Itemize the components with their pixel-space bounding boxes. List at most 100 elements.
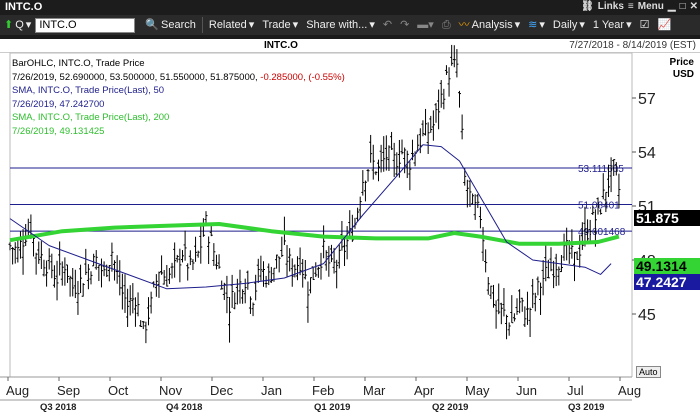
related-menu[interactable]: Related ▾	[205, 16, 258, 34]
redo-button[interactable]: ↷	[396, 16, 413, 34]
minimize-icon[interactable]: ▁	[667, 1, 676, 12]
legend-sma200-title: SMA, INTC.O, Trade Price(Last), 200	[12, 112, 170, 123]
price-axis-title-line2: USD	[672, 69, 694, 80]
chevron-down-icon: ▾	[369, 19, 375, 31]
legend-sma50-value: 7/26/2019, 47.242700	[12, 98, 105, 110]
menu-icon[interactable]: ≡	[627, 1, 634, 12]
search-label: Search	[161, 19, 196, 31]
legend-sma50-title: SMA, INTC.O, Trade Price(Last), 50	[12, 85, 165, 96]
chevron-down-icon: ▾	[248, 19, 255, 31]
chart-date-range: 7/27/2018 - 8/14/2019 (EST)	[569, 40, 696, 51]
month-tick-label: May	[465, 383, 490, 398]
legend-sma200-value: 7/26/2019, 49.131425	[12, 125, 105, 137]
line-chart-icon: 📈	[657, 19, 672, 31]
undo-button[interactable]: ↶	[379, 16, 396, 34]
symbol-type-select[interactable]: ⬆ Q ▾	[0, 16, 35, 34]
price-tick-label: 45	[638, 307, 656, 324]
maximize-icon[interactable]: □	[679, 1, 686, 12]
month-tick-label: Mar	[363, 383, 386, 398]
interval-menu[interactable]: Daily ▾	[549, 16, 589, 34]
chart-legend: BarOHLC, INTC.O, Trade Price 7/26/2019, …	[12, 57, 345, 138]
month-tick-label: Apr	[414, 383, 435, 398]
chevron-down-icon: ▾	[514, 19, 521, 31]
window-titlebar: INTC.O ⛓ Links ≡ Menu ▁ □ ✕	[0, 0, 700, 15]
month-tick-label: Jan	[261, 383, 282, 398]
month-tick-label: Aug	[6, 383, 29, 398]
undo-icon: ↶	[382, 19, 393, 31]
analysis-menu[interactable]: 〰 Analysis ▾	[455, 16, 525, 34]
month-tick-label: Jun	[516, 383, 537, 398]
links-label[interactable]: Links	[597, 1, 624, 12]
auto-scale-button[interactable]: Auto	[636, 366, 661, 378]
analysis-icon: 〰	[458, 19, 470, 31]
chart-type-menu[interactable]: ≋ ▾	[524, 16, 549, 34]
symbol-type-value: Q	[15, 19, 24, 31]
toolbar-underline	[0, 35, 700, 39]
symbol-input[interactable]: INTC.O	[35, 17, 136, 33]
chevron-down-icon: ▾	[626, 19, 632, 31]
sma50-tag: 47.2427	[634, 274, 700, 290]
toolbar-divider	[201, 17, 203, 33]
price-tick-label: 57	[638, 91, 656, 108]
check-button[interactable]: ☑	[636, 16, 654, 34]
search-button[interactable]: 🔍 Search	[141, 16, 200, 34]
wave-icon: ≋	[528, 19, 538, 31]
chart-symbol: INTC.O	[264, 40, 298, 51]
folder-icon: ▬▾	[417, 19, 434, 31]
quarter-label: Q2 2019	[432, 402, 468, 413]
price-axis-tags: 51.875 49.1314 47.2427	[634, 53, 700, 413]
chevron-down-icon: ▾	[292, 19, 299, 31]
share-label: Share with...	[306, 19, 368, 31]
quarter-label: Q3 2018	[40, 402, 76, 413]
price-axis-title: Price USD	[670, 57, 694, 81]
menu-label[interactable]: Menu	[637, 1, 664, 12]
chart-settings-button[interactable]: 📈	[653, 16, 675, 34]
horizontal-level-label: 53.111605	[578, 164, 624, 175]
legend-ohlc-prices: 7/26/2019, 52.690000, 53.500000, 51.5500…	[12, 71, 258, 83]
legend-ohlc-change: -0.285000, (-0.55%)	[260, 71, 345, 83]
interval-label: Daily	[552, 19, 578, 31]
print-icon: ⎙	[441, 19, 451, 31]
month-tick-label: Aug	[618, 383, 641, 398]
up-arrow-icon: ⬆	[4, 19, 14, 31]
related-label: Related	[208, 19, 247, 31]
trade-menu[interactable]: Trade ▾	[258, 16, 302, 34]
month-tick-label: Nov	[159, 383, 183, 398]
redo-icon: ↷	[400, 19, 410, 31]
sma200-tag: 49.1314	[634, 258, 700, 274]
links-icon[interactable]: ⛓	[581, 1, 594, 12]
window-title: INTC.O	[5, 1, 43, 13]
legend-ohlc-title: BarOHLC, INTC.O, Trade Price	[12, 58, 145, 69]
chevron-down-icon: ▾	[25, 19, 32, 31]
month-tick-label: Jul	[567, 383, 584, 398]
sma50-line	[9, 144, 612, 290]
chart-panel[interactable]: INTC.O 7/27/2018 - 8/14/2019 (EST) 45485…	[0, 39, 700, 413]
checkbox-icon: ☑	[639, 19, 650, 31]
chevron-down-icon: ▾	[539, 19, 545, 31]
window-controls: ⛓ Links ≡ Menu ▁ □ ✕	[581, 1, 698, 12]
quarter-label: Q4 2018	[166, 402, 202, 413]
quarter-label: Q1 2019	[314, 402, 350, 413]
trade-label: Trade	[262, 19, 291, 31]
print-button[interactable]: ⎙	[438, 16, 455, 34]
share-menu[interactable]: Share with... ▾	[302, 16, 379, 34]
price-tick-label: 54	[638, 145, 656, 162]
chevron-down-icon: ▾	[579, 19, 585, 31]
search-icon: 🔍	[145, 19, 160, 31]
period-menu[interactable]: 1 Year ▾	[589, 16, 636, 34]
sma200-line	[9, 222, 620, 246]
folder-button[interactable]: ▬▾	[413, 16, 438, 34]
analysis-label: Analysis	[471, 19, 513, 31]
time-axis-bg	[0, 377, 700, 413]
last-price-tag: 51.875	[634, 210, 700, 226]
period-label: 1 Year	[592, 19, 625, 31]
horizontal-level-label: 49.601468	[578, 227, 626, 238]
close-icon[interactable]: ✕	[689, 1, 698, 12]
quarter-label: Q3 2019	[568, 402, 604, 413]
legend-ohlc-values: 7/26/2019, 52.690000, 53.500000, 51.5500…	[12, 71, 345, 85]
toolbar: ⬆ Q ▾ INTC.O 🔍 Search Related ▾ Trade ▾ …	[0, 15, 700, 35]
month-tick-label: Oct	[108, 383, 129, 398]
month-tick-label: Dec	[210, 383, 234, 398]
price-chart[interactable]: 454851545753.11160551.0840149.601468AugS…	[0, 39, 700, 413]
month-tick-label: Feb	[312, 383, 334, 398]
